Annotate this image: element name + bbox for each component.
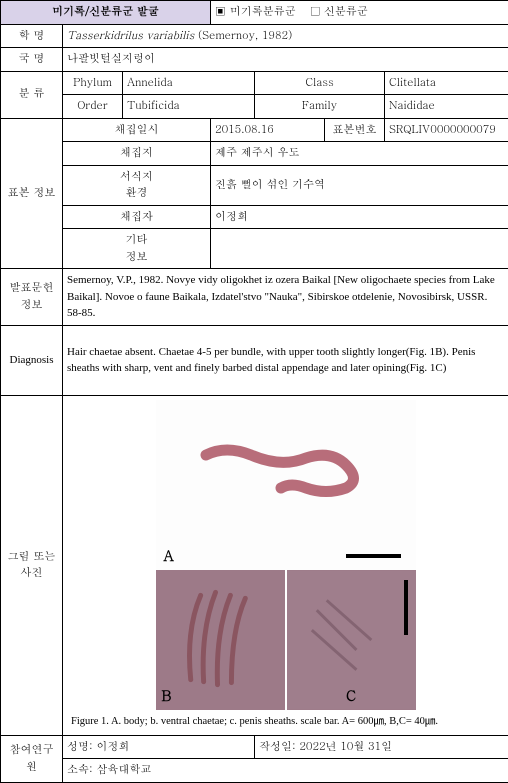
figure-panel-b: B	[156, 570, 287, 710]
phylum-v: Annelida	[123, 71, 255, 95]
kor-name-value: 나팔빗털실지렁이	[63, 48, 508, 72]
classification-checkboxes: ▣ 미기록분류군 □ 신분류군	[211, 1, 508, 25]
habitat-label: 서식지 환경	[63, 165, 211, 205]
habitat-value: 진흙 뻘이 섞인 기수역	[211, 165, 508, 205]
affiliation-value: 삼육대학교	[96, 762, 151, 777]
write-date-label: 작성일:	[259, 739, 299, 754]
specimen-info-label: 표본 정보	[1, 118, 63, 269]
collect-date-label: 채집일시	[63, 118, 211, 142]
order-v: Tubificida	[123, 95, 255, 119]
family-h: Family	[255, 95, 385, 119]
affiliation-label: 소속:	[67, 762, 96, 777]
kor-name-label: 국 명	[1, 48, 63, 72]
researcher-name-label: 성명:	[67, 739, 96, 754]
family-v: Naididae	[385, 95, 508, 119]
specimen-code-label: 표본번호	[325, 118, 385, 142]
scale-bar-a	[346, 554, 401, 558]
form-title: 미기록/신분류군 발굴	[1, 1, 211, 25]
genus-species: Tasserkidrilus variabilis	[67, 28, 194, 43]
panel-label-b: B	[162, 685, 172, 706]
figure-wrap: A B	[156, 400, 416, 710]
reference-value: Semernoy, V.P., 1982. Novye vidy oligokh…	[63, 269, 508, 326]
checkbox2-label: 신분류군	[324, 4, 368, 19]
reference-label: 발표문헌 정보	[1, 269, 63, 326]
locality-value: 제주 제주시 우도	[211, 142, 508, 166]
collector-value: 이정희	[211, 205, 508, 229]
figure-panel-a: A	[156, 400, 416, 570]
figure-panels-bc: B C	[156, 570, 416, 710]
researcher-name-value: 이정희	[96, 739, 129, 754]
specimen-code-value: SRQLIV0000000079	[385, 118, 508, 142]
figure-label: 그림 또는 사진	[1, 395, 63, 735]
locality-label: 채집지	[63, 142, 211, 166]
specimen-form-table: 미기록/신분류군 발굴 ▣ 미기록분류군 □ 신분류군 학 명 Tasserki…	[0, 0, 508, 783]
etc-value	[211, 229, 508, 269]
collector-label: 채집자	[63, 205, 211, 229]
write-date-value: 2022년 10월 31일	[299, 739, 392, 754]
order-h: Order	[63, 95, 123, 119]
figure-caption: Figure 1. A. body; b. ventral chaetae; c…	[67, 714, 504, 730]
affiliation-cell: 소속: 삼육대학교	[63, 759, 508, 783]
phylum-h: Phylum	[63, 71, 123, 95]
classification-label: 분 류	[1, 71, 63, 118]
researcher-label: 참여연구원	[1, 735, 63, 782]
diagnosis-label: Diagnosis	[1, 325, 63, 395]
etc-label: 기타 정보	[63, 229, 211, 269]
write-date-cell: 작성일: 2022년 10월 31일	[255, 735, 508, 759]
checkbox1-label: 미기록분류군	[230, 4, 296, 19]
authority: (Semernoy, 1982)	[194, 28, 292, 43]
checkbox1-marker: ▣	[215, 4, 226, 19]
class-v: Clitellata	[385, 71, 508, 95]
panel-label-a: A	[164, 545, 174, 566]
class-h: Class	[255, 71, 385, 95]
researcher-name-cell: 성명: 이정희	[63, 735, 255, 759]
sci-name-label: 학 명	[1, 24, 63, 48]
checkbox2-marker: □	[310, 4, 320, 19]
scale-bar-c	[404, 580, 408, 635]
figure-cell: A B	[63, 395, 508, 735]
sci-name-value: Tasserkidrilus variabilis (Semernoy, 198…	[63, 24, 508, 48]
panel-label-c: C	[346, 685, 356, 706]
diagnosis-value: Hair chaetae absent. Chaetae 4-5 per bun…	[63, 325, 508, 395]
worm-illustration	[196, 440, 376, 500]
collect-date-value: 2015.08.16	[211, 118, 325, 142]
figure-panel-c: C	[287, 570, 416, 710]
chaetae-illustration	[156, 570, 285, 710]
